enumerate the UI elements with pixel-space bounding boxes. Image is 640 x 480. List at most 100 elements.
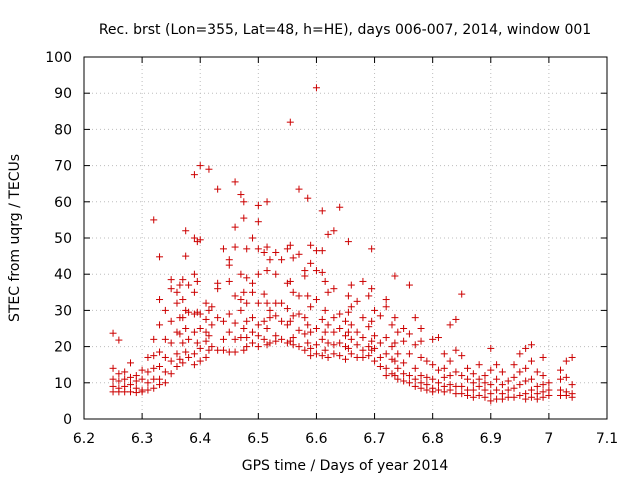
data-point (344, 328, 352, 336)
data-point (376, 339, 384, 347)
data-point (440, 350, 448, 358)
data-point (266, 314, 274, 322)
data-point (193, 308, 201, 316)
data-point (347, 321, 355, 329)
grid-lines (84, 57, 607, 419)
data-point (371, 357, 379, 365)
data-point (254, 218, 262, 226)
data-point (330, 285, 338, 293)
data-point (365, 343, 373, 351)
data-point (371, 344, 379, 352)
data-point (243, 343, 251, 351)
data-point (237, 306, 245, 314)
x-axis-ticks: 6.2 6.3 6.4 6.5 6.6 6.7 6.8 6.9 7 7.1 (73, 57, 618, 447)
data-point (365, 292, 373, 300)
data-point (150, 216, 158, 224)
data-point (510, 384, 518, 392)
x-tick-label: 7 (544, 431, 553, 447)
data-point (190, 234, 198, 242)
x-tick-label: 6.8 (422, 431, 444, 447)
data-point (423, 373, 431, 381)
data-point (182, 227, 190, 235)
data-point (283, 305, 291, 313)
data-point (359, 277, 367, 285)
data-point (417, 384, 425, 392)
data-point (353, 328, 361, 336)
data-point (411, 341, 419, 349)
data-point (359, 314, 367, 322)
data-point (493, 386, 501, 394)
data-point (138, 375, 146, 383)
data-point (388, 343, 396, 351)
data-point (365, 352, 373, 360)
data-point (161, 379, 169, 387)
data-point (214, 185, 222, 193)
data-point (417, 325, 425, 332)
data-point (434, 334, 442, 342)
x-axis-label: GPS time / Days of year 2014 (242, 458, 449, 474)
data-point (498, 368, 506, 376)
data-point (272, 337, 280, 345)
data-point (307, 352, 315, 360)
data-point (464, 375, 472, 383)
data-point (388, 370, 396, 378)
data-point (417, 337, 425, 345)
data-point (243, 245, 251, 253)
data-point (318, 315, 326, 323)
data-point (423, 357, 431, 365)
data-point (272, 312, 280, 320)
data-point (138, 388, 146, 396)
data-point (429, 375, 437, 383)
data-point (263, 267, 271, 275)
x-tick-label: 6.4 (189, 431, 211, 447)
y-tick-label: 30 (54, 303, 72, 319)
data-point (359, 334, 367, 342)
data-point (156, 321, 164, 329)
data-point (347, 350, 355, 358)
data-point (382, 350, 390, 358)
data-point (446, 386, 454, 394)
data-point (150, 352, 158, 360)
data-point (237, 191, 245, 199)
data-point (481, 379, 489, 387)
data-point (469, 370, 477, 378)
data-point (240, 346, 248, 354)
y-tick-label: 20 (54, 340, 72, 356)
data-point (289, 312, 297, 320)
data-point (190, 361, 198, 369)
data-point (330, 328, 338, 336)
data-point (342, 355, 349, 363)
y-tick-label: 10 (54, 376, 72, 392)
data-point (481, 393, 489, 401)
data-point (394, 328, 402, 336)
data-point (330, 350, 338, 358)
data-point (391, 272, 399, 280)
data-point (225, 310, 233, 318)
data-point (464, 391, 472, 399)
x-tick-label: 7.1 (596, 431, 618, 447)
data-point (562, 357, 570, 365)
data-point (289, 254, 297, 262)
data-point (202, 315, 210, 323)
x-tick-label: 6.2 (73, 431, 95, 447)
data-point (458, 290, 466, 298)
data-point (394, 350, 402, 358)
data-point (304, 339, 312, 347)
data-point (336, 352, 344, 360)
data-point (182, 306, 190, 314)
data-points (109, 84, 576, 405)
data-point (440, 373, 448, 381)
data-point (527, 386, 535, 394)
data-point (405, 379, 413, 387)
data-point (336, 339, 344, 347)
data-point (243, 274, 251, 282)
data-point (263, 198, 271, 206)
data-point (516, 391, 524, 399)
data-point (219, 346, 227, 354)
x-tick-label: 6.3 (131, 431, 153, 447)
data-point (260, 317, 268, 325)
data-point (307, 328, 315, 336)
data-point (144, 379, 152, 387)
data-point (382, 364, 390, 372)
data-point (254, 245, 262, 253)
